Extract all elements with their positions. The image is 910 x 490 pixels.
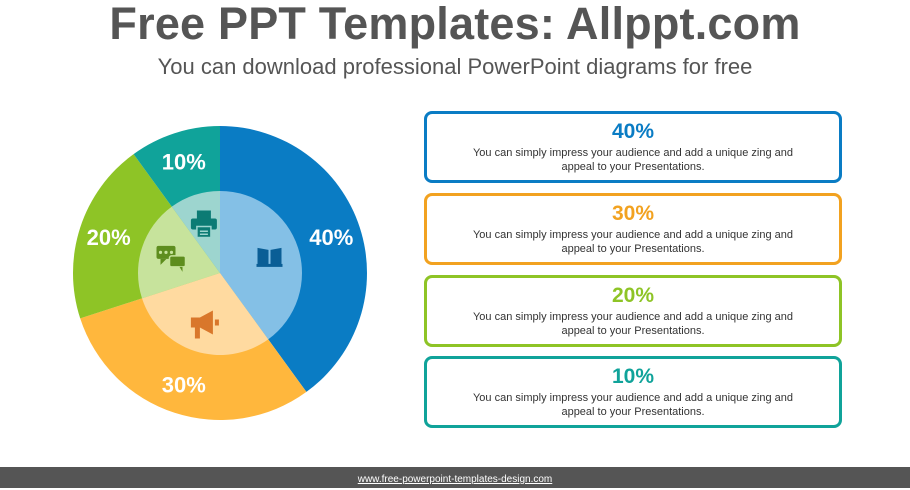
pie-slice-inner-30: [142, 273, 269, 356]
legend-card-value: 10%: [611, 365, 655, 388]
legend-card-value: 40%: [611, 120, 655, 143]
megaphone-icon: [190, 310, 219, 339]
legend-card-text: You can simply impress your audience and…: [472, 147, 794, 173]
pie-slice-label: 30%: [162, 372, 206, 397]
legend-card-10: 10% You can simply impress your audience…: [424, 356, 842, 428]
chat-icon: [156, 245, 187, 272]
pie-slice-label: 20%: [87, 225, 131, 250]
page-subtitle: You can download professional PowerPoint…: [157, 54, 753, 79]
legend-card-20: 20% You can simply impress your audience…: [424, 275, 842, 347]
pie-slice-inner-20: [137, 206, 220, 299]
legend-card-text: You can simply impress your audience and…: [472, 229, 794, 255]
legend-card-value: 30%: [611, 202, 655, 225]
legend-card-40: 40% You can simply impress your audience…: [424, 111, 842, 183]
footer-bar: www.free-powerpoint-templates-design.com: [0, 467, 910, 488]
legend-card-text: You can simply impress your audience and…: [472, 311, 794, 337]
pie-chart: 40% 30% 20% 10%: [72, 126, 368, 421]
legend-card-text: You can simply impress your audience and…: [472, 392, 794, 418]
pie-slice-label: 10%: [162, 150, 206, 175]
book-icon: [256, 247, 283, 267]
page-title: Free PPT Templates: Allppt.com: [109, 0, 801, 49]
legend-card-value: 20%: [611, 284, 655, 307]
legend-card-30: 30% You can simply impress your audience…: [424, 193, 842, 265]
printer-icon: [190, 210, 217, 239]
pie-slice-label: 40%: [309, 225, 353, 250]
footer-link[interactable]: www.free-powerpoint-templates-design.com: [357, 474, 553, 485]
